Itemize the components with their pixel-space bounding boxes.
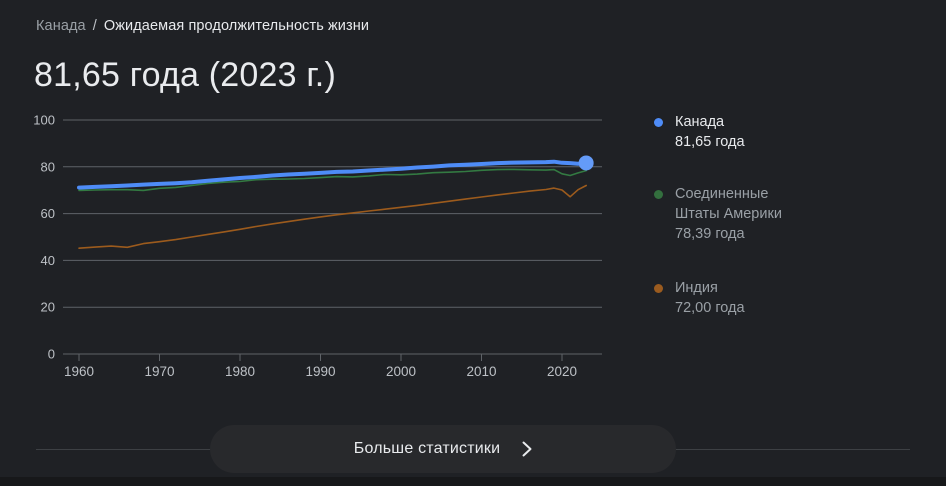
svg-text:1960: 1960: [64, 364, 94, 379]
svg-text:2020: 2020: [547, 364, 577, 379]
legend-dot-canada: [654, 118, 663, 127]
chart-canvas: 0 20 40 60 80 100 1960 1970 1980 1990 2000 2010 2020: [33, 113, 602, 379]
svg-text:1970: 1970: [144, 364, 174, 379]
legend-label-india: Индия: [675, 280, 718, 296]
svg-text:0: 0: [48, 347, 55, 362]
legend-dot-india: [654, 284, 663, 293]
legend-item-india: Индия 72,00 года: [654, 278, 801, 318]
breadcrumb: Канада / Ожидаемая продолжительность жизни: [36, 18, 369, 34]
more-statistics-label: Больше статистики: [353, 440, 501, 457]
page-bottom-strip: [0, 477, 946, 486]
legend-dot-usa: [654, 190, 663, 199]
legend-label-canada: Канада: [675, 114, 725, 130]
svg-text:2000: 2000: [386, 364, 416, 379]
legend-item-canada: Канада 81,65 года: [654, 112, 801, 152]
legend-label-usa: Соединенные Штаты Америки: [675, 186, 782, 222]
more-statistics-button[interactable]: Больше статистики: [210, 425, 676, 473]
legend-value-canada: 81,65 года: [675, 134, 745, 150]
svg-text:100: 100: [33, 113, 55, 128]
breadcrumb-separator: /: [92, 18, 97, 34]
svg-text:20: 20: [41, 300, 55, 315]
legend-value-india: 72,00 года: [675, 300, 745, 316]
svg-text:40: 40: [41, 253, 55, 268]
breadcrumb-parent-link[interactable]: Канада: [36, 18, 86, 34]
svg-text:1980: 1980: [225, 364, 255, 379]
svg-text:80: 80: [41, 159, 55, 174]
chevron-right-icon: [522, 441, 532, 457]
page-title: 81,65 года (2023 г.): [34, 56, 336, 94]
svg-text:1990: 1990: [305, 364, 335, 379]
svg-text:2010: 2010: [466, 364, 496, 379]
svg-text:60: 60: [41, 206, 55, 221]
chart-legend: Канада 81,65 года Соединенные Штаты Амер…: [654, 112, 801, 318]
legend-item-usa: Соединенные Штаты Америки 78,39 года: [654, 184, 801, 244]
breadcrumb-current: Ожидаемая продолжительность жизни: [103, 18, 370, 34]
legend-value-usa: 78,39 года: [675, 226, 745, 242]
life-expectancy-chart[interactable]: 0 20 40 60 80 100 1960 1970 1980 1990 2000 2010 2020: [0, 106, 640, 390]
